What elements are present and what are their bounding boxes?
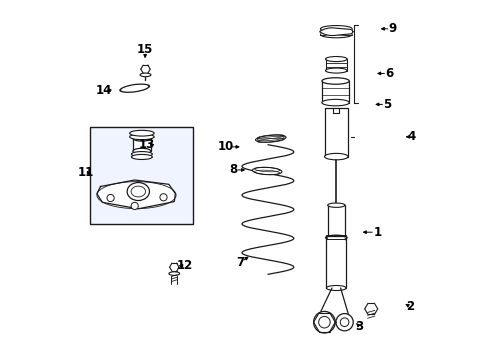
Ellipse shape	[133, 148, 151, 154]
Text: 13: 13	[138, 138, 154, 151]
Text: 8: 8	[228, 163, 237, 176]
Text: 9: 9	[388, 22, 396, 35]
Bar	[325, 236, 346, 288]
Ellipse shape	[120, 84, 149, 92]
Ellipse shape	[320, 28, 351, 35]
Circle shape	[335, 314, 352, 331]
Text: 3: 3	[355, 320, 363, 333]
Bar	[327, 205, 344, 238]
Ellipse shape	[168, 272, 179, 275]
Ellipse shape	[320, 26, 351, 32]
Ellipse shape	[325, 235, 346, 240]
Text: 2: 2	[405, 300, 413, 313]
Text: 11: 11	[77, 166, 93, 179]
Circle shape	[131, 202, 138, 210]
Ellipse shape	[129, 130, 154, 136]
Ellipse shape	[324, 153, 347, 160]
Ellipse shape	[133, 135, 151, 141]
Bar	[321, 81, 348, 103]
Ellipse shape	[129, 134, 154, 140]
Ellipse shape	[120, 85, 147, 92]
Ellipse shape	[140, 73, 151, 77]
Ellipse shape	[321, 99, 348, 106]
Circle shape	[160, 194, 167, 201]
Text: 1: 1	[373, 226, 381, 239]
Ellipse shape	[131, 154, 152, 159]
Text: 5: 5	[383, 98, 391, 111]
Text: 7: 7	[236, 256, 244, 269]
Bar	[325, 59, 346, 71]
Text: 15: 15	[137, 43, 153, 56]
Ellipse shape	[121, 85, 148, 92]
Bar	[324, 108, 347, 157]
Text: 6: 6	[385, 67, 393, 80]
Circle shape	[107, 194, 114, 202]
Bar	[133, 138, 151, 151]
Ellipse shape	[325, 68, 346, 73]
Circle shape	[313, 311, 335, 333]
Ellipse shape	[131, 152, 152, 157]
Ellipse shape	[325, 285, 346, 291]
Text: 4: 4	[407, 130, 415, 143]
Ellipse shape	[325, 57, 346, 62]
Bar	[90, 127, 193, 224]
Ellipse shape	[127, 183, 149, 201]
Ellipse shape	[321, 78, 348, 84]
Text: 12: 12	[177, 259, 193, 272]
Text: 10: 10	[217, 140, 233, 153]
Polygon shape	[97, 180, 175, 209]
Text: 14: 14	[95, 84, 111, 96]
Ellipse shape	[122, 85, 149, 91]
Ellipse shape	[255, 135, 285, 142]
Ellipse shape	[320, 31, 351, 38]
Ellipse shape	[252, 167, 282, 175]
Ellipse shape	[327, 203, 344, 207]
Polygon shape	[319, 28, 352, 36]
